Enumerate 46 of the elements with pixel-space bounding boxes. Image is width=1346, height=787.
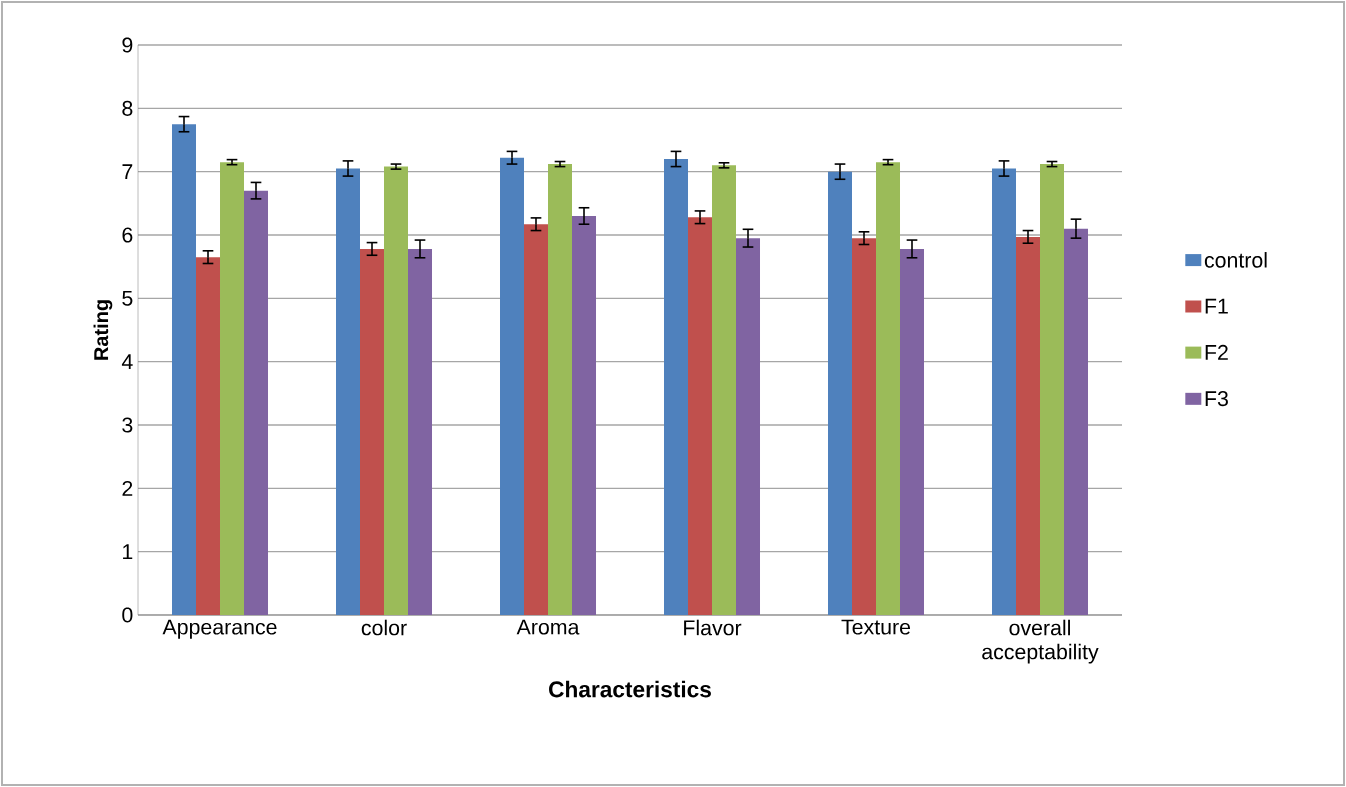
y-tick-label: 8 xyxy=(122,100,133,116)
bar xyxy=(712,165,736,615)
x-tick-label: overall acceptability xyxy=(982,619,1099,664)
legend-label: control xyxy=(1204,252,1267,268)
y-tick-label: 3 xyxy=(122,417,133,433)
bar xyxy=(688,217,712,615)
x-tick-label: color xyxy=(361,619,407,636)
y-tick-label: 9 xyxy=(122,37,133,53)
legend-label: F1 xyxy=(1205,298,1228,314)
y-axis-title: Rating xyxy=(93,300,113,360)
y-tick-label: 2 xyxy=(122,480,133,496)
bar xyxy=(172,124,197,615)
bar xyxy=(992,168,1016,615)
bar xyxy=(664,158,689,615)
bar xyxy=(900,248,925,615)
bar xyxy=(736,238,760,615)
bar xyxy=(548,164,573,615)
bar xyxy=(500,157,525,615)
bar xyxy=(220,162,244,615)
bar xyxy=(196,257,221,615)
bar xyxy=(524,224,549,615)
bar xyxy=(852,238,876,615)
legend-label: F2 xyxy=(1205,344,1228,360)
y-tick-label: 4 xyxy=(121,354,133,369)
x-tick-label: Flavor xyxy=(684,619,742,636)
bar xyxy=(1016,236,1041,615)
bar xyxy=(572,215,597,615)
bar xyxy=(408,248,433,615)
bar xyxy=(336,168,360,615)
bar xyxy=(360,248,384,615)
legend-label: F3 xyxy=(1205,391,1228,407)
x-tick-label: Appearance xyxy=(162,619,277,639)
y-tick-label: 7 xyxy=(122,164,133,179)
bar xyxy=(1040,164,1065,615)
x-axis-title: Characteristics xyxy=(549,680,711,698)
bar xyxy=(828,171,852,615)
y-tick-label: 0 xyxy=(122,607,133,623)
y-tick-label: 1 xyxy=(123,544,133,559)
x-tick-label: Texture xyxy=(841,619,911,635)
bar xyxy=(244,190,268,615)
y-tick-label: 5 xyxy=(122,290,133,306)
bar xyxy=(1064,228,1088,615)
bar xyxy=(384,166,409,615)
y-tick-label: 6 xyxy=(122,227,133,243)
x-tick-label: Aroma xyxy=(516,619,580,635)
bar xyxy=(876,162,900,615)
